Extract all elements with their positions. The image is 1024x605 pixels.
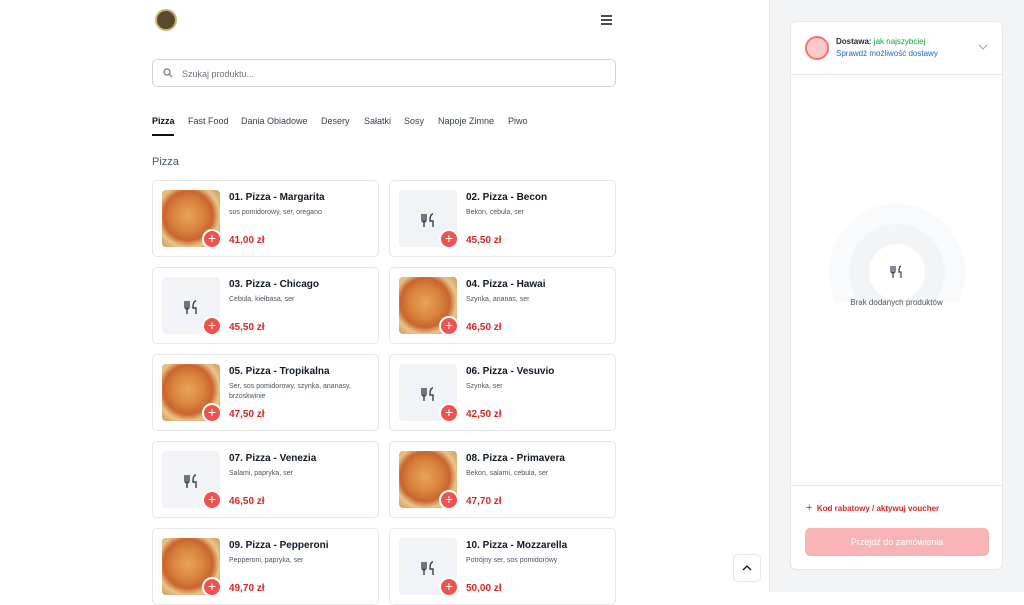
add-button[interactable]: + [439, 316, 459, 336]
category-tab[interactable]: Dania Obiadowe [241, 116, 308, 126]
product-description: Szynka, ananas, ser [466, 296, 530, 303]
product-card[interactable]: +03. Pizza - Chicago Cebula, kiełbasa, se… [152, 267, 379, 344]
product-name: 03. Pizza - Chicago [229, 279, 320, 290]
sidebar: Dostawa: jak najszybciej Sprawdź możliwo… [769, 0, 1024, 592]
chevron[interactable] [978, 43, 988, 51]
page-body: Szukaj produktu... Pizza Fast Food Dania O… [152, 0, 1024, 605]
product-price: 42,50 zł [466, 409, 502, 420]
product-description: Salami, papryka, ser [229, 470, 293, 477]
product-card[interactable]: +07. Pizza - Venezia Salami, papryka, ser… [152, 441, 379, 518]
delivery-line: Dostawa: jak najszybciej [836, 37, 925, 46]
scroll-top-button[interactable] [733, 554, 761, 582]
search-placeholder: Szukaj produktu... [182, 69, 255, 79]
product-description: Cebula, kiełbasa, ser [229, 296, 295, 303]
product-description: Ser, sos pomidorowy, szynka, ananasy, br… [229, 383, 351, 400]
page: {"header":{"search_placeholder":"Szukaj … [152, 0, 1024, 605]
delivery-icon [805, 36, 829, 60]
section-title: Pizza [152, 156, 179, 168]
main: Szukaj produktu... Pizza Fast Food Dania O… [152, 9, 761, 605]
voucher-text: Kod rabatowy / aktywuj voucher [816, 504, 940, 513]
product-price: 46,50 zł [229, 496, 265, 507]
voucher-link[interactable]: + Kod rabatowy / aktywuj voucher [806, 502, 940, 514]
product-description: Potrójny ser, sos pomidorowy [466, 557, 558, 564]
add-button[interactable]: + [202, 316, 222, 336]
delivery-value: jak najszybciej [873, 37, 926, 46]
search-icon [163, 68, 173, 78]
divider [791, 485, 1002, 486]
product-card[interactable]: +05. Pizza - Tropikalna Ser, sos pomidoro… [152, 354, 379, 431]
add-button[interactable]: + [439, 490, 459, 510]
product-price: 45,50 zł [466, 235, 502, 246]
empty-text: Brak dodanych produktów [850, 298, 943, 307]
product-description: Szynka, ser [466, 383, 503, 390]
add-button[interactable]: + [202, 577, 222, 597]
category-tab[interactable]: Fast Food [188, 116, 229, 126]
product-card[interactable]: +04. Pizza - Hawai Szynka, ananas, ser 46,… [389, 267, 616, 344]
empty-illustration [829, 204, 965, 302]
category-tab[interactable]: Napoje Zimne [438, 116, 495, 126]
divider [791, 74, 1002, 75]
product-name: 05. Pizza - Tropikalna [229, 366, 330, 377]
category-tab[interactable]: Sosy [404, 116, 425, 126]
product-description: Bekon, cebula, ser [466, 209, 524, 216]
product-name: 04. Pizza - Hawai [466, 279, 546, 290]
product-name: 06. Pizza - Vesuvio [466, 366, 555, 377]
product-card[interactable]: +02. Pizza - Becon Bekon, cebula, ser 45,5… [389, 180, 616, 257]
add-button[interactable]: + [439, 577, 459, 597]
add-button[interactable]: + [439, 403, 459, 423]
product-description: Bekon, salami, cebula, ser [466, 470, 549, 477]
menu-button[interactable] [600, 14, 613, 26]
category-tab[interactable]: Pizza [152, 116, 175, 126]
product-card[interactable]: +06. Pizza - Vesuvio Szynka, ser 42,50 zł [389, 354, 616, 431]
category-tab[interactable]: Piwo [508, 116, 528, 126]
product-price: 47,50 zł [229, 409, 265, 420]
product-price: 46,50 zł [466, 322, 502, 333]
product-card[interactable]: +01. Pizza - Margarita sos pomidorowy, se… [152, 180, 379, 257]
category-tab[interactable]: Desery [321, 116, 350, 126]
delivery-link[interactable]: Sprawdź możliwość dostawy [836, 49, 938, 58]
logo[interactable] [155, 9, 177, 31]
product-name: 10. Pizza - Mozzarella [466, 540, 568, 551]
product-name: 08. Pizza - Primavera [466, 453, 565, 464]
product-description: Pepperoni, papryka, ser [229, 557, 304, 564]
add-button[interactable]: + [439, 229, 459, 249]
search-input[interactable]: Szukaj produktu... [152, 59, 616, 87]
product-description: sos pomidorowy, ser, oregano [229, 209, 322, 216]
product-card[interactable]: +08. Pizza - Primavera Bekon, salami, ceb… [389, 441, 616, 518]
add-button[interactable]: + [202, 490, 222, 510]
product-name: 01. Pizza - Margarita [229, 192, 325, 203]
tab-underline [152, 134, 174, 136]
product-name: 07. Pizza - Venezia [229, 453, 317, 464]
product-price: 50,00 zł [466, 583, 502, 594]
delivery-label: Dostawa: [836, 37, 872, 46]
product-price: 49,70 zł [229, 583, 265, 594]
add-button[interactable]: + [202, 403, 222, 423]
product-price: 47,70 zł [466, 496, 502, 507]
category-tab[interactable]: Sałatki [364, 116, 392, 126]
add-button[interactable]: + [202, 229, 222, 249]
product-card[interactable]: +10. Pizza - Mozzarella Potrójny ser, sos… [389, 528, 616, 605]
cart-panel: Dostawa: jak najszybciej Sprawdź możliwo… [790, 21, 1003, 570]
checkout-button[interactable]: Przejdź do zamówienia [805, 528, 989, 556]
product-card[interactable]: +09. Pizza - Pepperoni Pepperoni, papryka… [152, 528, 379, 605]
product-price: 45,50 zł [229, 322, 265, 333]
product-price: 41,00 zł [229, 235, 265, 246]
product-name: 02. Pizza - Becon [466, 192, 548, 203]
product-name: 09. Pizza - Pepperoni [229, 540, 329, 551]
